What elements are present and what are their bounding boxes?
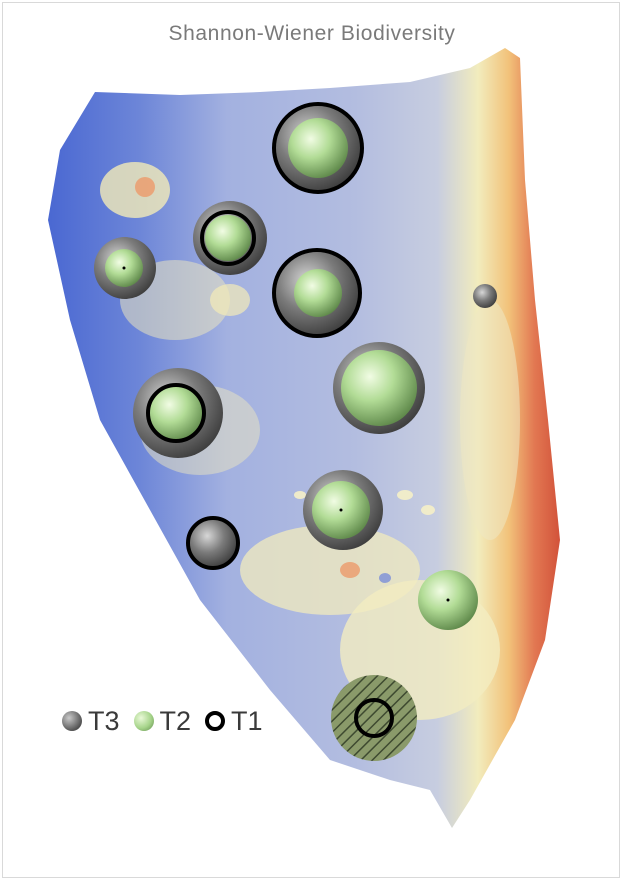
site-6 — [333, 342, 425, 434]
legend-item-t3: T3 — [62, 706, 120, 737]
site-1 — [272, 102, 364, 194]
site-8 — [303, 470, 383, 550]
map-legend: T3 T2 T1 — [62, 703, 277, 739]
site-4 — [272, 248, 362, 338]
t3-marker-icon — [62, 711, 82, 731]
t1-ring-icon — [205, 711, 226, 731]
map-title: Shannon-Wiener Biodiversity — [168, 22, 456, 45]
legend-item-t2: T2 — [133, 705, 192, 737]
legend-label-t1: T1 — [231, 705, 263, 736]
site-5 — [473, 284, 497, 308]
site-7 — [133, 368, 223, 458]
site-10 — [418, 570, 478, 630]
site-2 — [193, 201, 267, 275]
site-9 — [186, 516, 240, 570]
legend-label-t3: T3 — [88, 705, 120, 736]
legend-label-t2: T2 — [159, 705, 192, 736]
t2-marker-icon — [133, 711, 154, 731]
legend-item-t1: T1 — [205, 706, 263, 737]
site-3 — [94, 237, 156, 299]
site-11 — [331, 675, 417, 761]
